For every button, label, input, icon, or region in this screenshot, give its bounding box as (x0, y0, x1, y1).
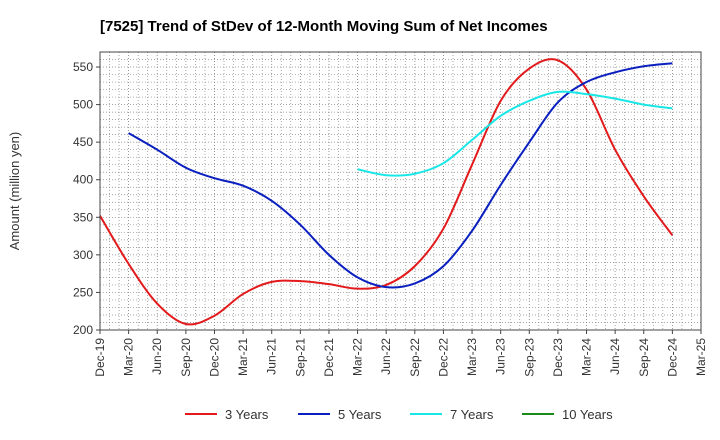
grid-lines (100, 52, 701, 330)
x-tick-label: Dec-20 (207, 338, 221, 377)
x-tick-label: Mar-21 (236, 338, 250, 376)
y-axis-ticks: 200 250 300 350 400 450 500 550 (73, 60, 100, 337)
x-tick-label: Sep-22 (408, 338, 422, 377)
y-axis-label: Amount (million yen) (7, 132, 22, 251)
x-tick-label: Mar-22 (351, 338, 365, 376)
x-tick-label: Mar-23 (465, 338, 479, 376)
x-tick-label: Jun-24 (608, 338, 622, 375)
y-tick-label: 400 (73, 173, 93, 187)
x-tick-label: Jun-22 (379, 338, 393, 375)
x-tick-label: Sep-23 (522, 338, 536, 377)
x-tick-label: Dec-24 (665, 338, 679, 377)
x-tick-label: Jun-23 (494, 338, 508, 375)
x-tick-label: Dec-23 (551, 338, 565, 377)
legend: 3 Years 5 Years 7 Years 10 Years (185, 407, 613, 422)
x-tick-label: Mar-24 (580, 338, 594, 376)
legend-label-3-years: 3 Years (225, 407, 269, 422)
series-line-7-years (357, 90, 673, 177)
x-tick-label: Dec-22 (436, 338, 450, 377)
legend-label-10-years: 10 Years (562, 407, 613, 422)
x-tick-label: Jun-20 (150, 338, 164, 375)
y-tick-label: 500 (73, 98, 93, 112)
chart-title: [7525] Trend of StDev of 12-Month Moving… (100, 18, 548, 35)
x-tick-label: Sep-24 (637, 338, 651, 377)
series-line-5-years (128, 62, 673, 289)
y-tick-label: 350 (73, 210, 93, 224)
x-tick-label: Dec-21 (322, 338, 336, 377)
x-tick-label: Sep-20 (179, 338, 193, 377)
legend-label-7-years: 7 Years (450, 407, 494, 422)
x-tick-label: Dec-19 (93, 338, 107, 377)
legend-label-5-years: 5 Years (338, 407, 382, 422)
x-tick-label: Sep-21 (293, 338, 307, 377)
plot-frame (99, 51, 702, 331)
x-tick-label: Mar-20 (122, 338, 136, 376)
y-tick-label: 250 (73, 285, 93, 299)
y-tick-label: 200 (73, 323, 93, 337)
y-tick-label: 550 (73, 60, 93, 74)
x-tick-label: Jun-21 (265, 338, 279, 375)
series-lines (99, 58, 674, 326)
series-line-3-years (99, 58, 674, 326)
x-tick-label: Mar-25 (694, 338, 708, 376)
y-tick-label: 450 (73, 135, 93, 149)
x-axis-ticks: Dec-19 Mar-20 Jun-20 Sep-20 Dec-20 Mar-21 Jun-… (93, 330, 708, 377)
y-tick-label: 300 (73, 248, 93, 262)
